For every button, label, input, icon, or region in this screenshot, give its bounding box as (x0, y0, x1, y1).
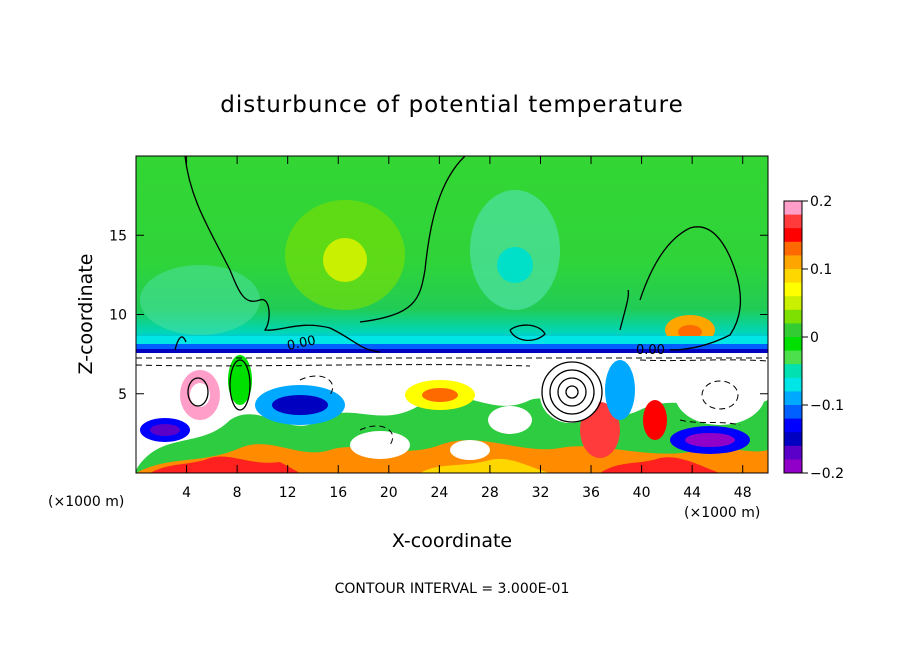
x-tick-label-4: 20 (380, 485, 398, 501)
x-unit-label-right: (×1000 m) (684, 505, 760, 521)
colorbar-swatch-16 (784, 418, 802, 433)
colorbar-swatch-2 (784, 228, 802, 243)
left-blob (140, 265, 260, 335)
colorbar (784, 201, 802, 474)
colorbar-swatch-10 (784, 337, 802, 352)
colorbar-swatch-9 (784, 323, 802, 338)
colorbar-swatch-5 (784, 269, 802, 284)
colorbar-label-3: −0.1 (810, 398, 844, 414)
colorbar-labels: 0.2 0.1 0 −0.1 −0.2 (802, 194, 844, 482)
contour-label-1: 0.00 (286, 333, 317, 354)
x-axis-label: X-coordinate (392, 530, 512, 552)
y-tick-label-2: 15 (109, 228, 127, 244)
x-tick-label-6: 28 (481, 485, 499, 501)
right-warm-core (678, 325, 702, 339)
x-tick-label-0: 4 (182, 485, 191, 501)
x-tick-labels: 4 8 12 16 20 24 28 32 36 40 44 48 (182, 485, 752, 501)
y-axis-label: Z-coordinate (75, 254, 97, 375)
colorbar-swatch-1 (784, 214, 802, 229)
colorbar-swatch-12 (784, 364, 802, 379)
contours (174, 156, 742, 423)
colorbar-swatch-4 (784, 255, 802, 270)
colorbar-label-1: 0.1 (810, 262, 832, 278)
y-tick-label-0: 5 (118, 387, 127, 403)
y-tick-labels: 5 10 15 (109, 228, 127, 403)
colorbar-label-4: −0.2 (810, 466, 844, 482)
colorbar-swatch-0 (784, 201, 802, 216)
x-tick-label-7: 32 (532, 485, 550, 501)
warm-core (323, 238, 367, 282)
x-tick-label-5: 24 (430, 485, 448, 501)
boundary-blue (136, 344, 768, 350)
x-tick-label-9: 40 (633, 485, 651, 501)
contour-label-2: 0.00 (636, 343, 665, 358)
colorbar-swatch-15 (784, 405, 802, 420)
plot-field: 0.00 0.00 (136, 156, 768, 473)
boundary-dark (136, 349, 768, 353)
x-tick-label-3: 16 (329, 485, 347, 501)
turbulence (136, 355, 768, 473)
x-tick-label-10: 44 (683, 485, 701, 501)
colorbar-swatch-7 (784, 296, 802, 311)
colorbar-swatch-8 (784, 309, 802, 324)
colorbar-swatch-18 (784, 445, 802, 460)
boundary-cyan (136, 336, 768, 346)
colorbar-swatch-17 (784, 432, 802, 447)
colorbar-swatch-6 (784, 282, 802, 297)
x-tick-label-1: 8 (233, 485, 242, 501)
axis-ticks (136, 156, 768, 473)
colorbar-swatch-19 (784, 459, 802, 474)
chart-title: disturbunce of potential temperature (220, 92, 684, 118)
y-tick-label-1: 10 (109, 308, 127, 324)
colorbar-swatch-14 (784, 391, 802, 406)
colorbar-label-0: 0.2 (810, 194, 832, 210)
colorbar-swatch-11 (784, 350, 802, 365)
x-tick-label-8: 36 (582, 485, 600, 501)
colorbar-swatch-13 (784, 377, 802, 392)
x-tick-label-2: 12 (279, 485, 297, 501)
colorbar-label-2: 0 (810, 330, 819, 346)
colorbar-swatch-3 (784, 241, 802, 256)
contour-interval-note: CONTOUR INTERVAL = 3.000E-01 (335, 581, 570, 597)
x-unit-label: (×1000 m) (48, 494, 124, 510)
cool-core (497, 247, 533, 283)
dashed-contours (136, 357, 768, 446)
x-tick-label-11: 48 (734, 485, 752, 501)
